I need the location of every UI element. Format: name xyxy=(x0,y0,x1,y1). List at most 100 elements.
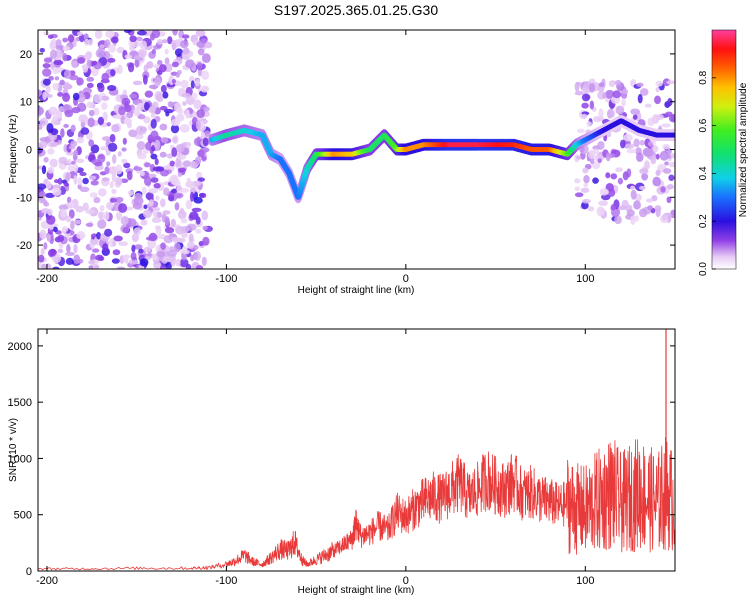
noise-blob xyxy=(659,150,669,161)
noise-blob xyxy=(95,48,105,58)
noise-blob xyxy=(42,91,47,100)
noise-blob xyxy=(97,153,106,164)
noise-blob xyxy=(130,251,137,261)
noise-blob xyxy=(65,257,74,265)
noise-blob xyxy=(51,187,62,196)
noise-blob xyxy=(68,209,75,219)
noise-blob xyxy=(152,216,161,223)
noise-blob xyxy=(65,172,71,182)
noise-blob xyxy=(38,260,42,269)
noise-blob xyxy=(195,78,201,87)
noise-blob xyxy=(574,186,581,192)
colorbar-gradient xyxy=(711,29,737,270)
noise-blob xyxy=(598,108,604,119)
noise-blob xyxy=(121,158,128,164)
noise-blob xyxy=(589,78,596,84)
noise-blob xyxy=(98,188,107,197)
noise-blob xyxy=(50,38,58,49)
noise-blob xyxy=(68,145,76,150)
noise-blob xyxy=(92,60,98,66)
colorbar: 0.0 0.2 0.4 0.6 0.8 Normalized spectral ampl… xyxy=(698,29,749,276)
noise-blob xyxy=(199,192,207,198)
noise-blob xyxy=(104,166,110,175)
noise-blob xyxy=(639,185,646,191)
noise-blob xyxy=(63,81,70,91)
noise-blob xyxy=(193,99,202,110)
noise-blob xyxy=(115,94,121,103)
noise-blob xyxy=(148,188,159,194)
noise-blob xyxy=(136,30,147,36)
noise-blob xyxy=(76,136,84,144)
noise-blob xyxy=(112,154,117,164)
noise-blob xyxy=(170,256,176,267)
noise-blob xyxy=(200,85,210,93)
noise-blob xyxy=(48,75,54,81)
noise-blob xyxy=(58,204,68,211)
noise-blob xyxy=(77,177,83,186)
noise-blob xyxy=(176,184,183,194)
noise-blob xyxy=(89,192,98,198)
noise-blob xyxy=(39,47,45,53)
noise-blob xyxy=(587,206,595,212)
noise-blob xyxy=(652,176,661,187)
ridge-point xyxy=(670,132,675,138)
colorbar-tick-label: 0.2 xyxy=(698,214,709,228)
noise-blob xyxy=(108,44,116,53)
noise-blob xyxy=(88,139,95,147)
noise-blob xyxy=(98,211,103,220)
noise-blob xyxy=(581,113,588,119)
noise-blob xyxy=(105,30,115,38)
noise-blob xyxy=(121,147,127,152)
colorbar-label: Normalized spectral amplitude xyxy=(738,82,749,217)
noise-blob xyxy=(150,118,157,129)
noise-blob xyxy=(643,148,654,157)
noise-blob xyxy=(67,34,75,43)
noise-blob xyxy=(78,114,88,123)
noise-blob xyxy=(93,196,101,204)
noise-blob xyxy=(175,258,181,267)
noise-blob xyxy=(655,169,661,176)
noise-blob xyxy=(174,48,184,57)
noise-blob xyxy=(159,151,167,158)
noise-blob xyxy=(55,45,63,51)
noise-blob xyxy=(64,109,74,118)
noise-blob xyxy=(137,152,147,160)
noise-blob xyxy=(101,177,110,182)
noise-blob xyxy=(197,177,206,182)
colorbar-tick-label: 0.4 xyxy=(698,166,709,180)
noise-blob xyxy=(173,192,184,199)
noise-blob xyxy=(165,261,172,269)
noise-blob xyxy=(201,70,210,81)
noise-blob xyxy=(63,104,70,111)
noise-blob xyxy=(660,214,669,224)
noise-blob xyxy=(86,82,94,89)
noise-blob xyxy=(654,205,662,212)
noise-blob xyxy=(154,76,161,87)
noise-blob xyxy=(655,153,660,160)
noise-blob xyxy=(40,208,51,214)
noise-blob xyxy=(127,218,137,227)
noise-blob xyxy=(602,92,607,99)
noise-blob xyxy=(52,266,60,269)
noise-blob xyxy=(103,210,110,221)
noise-blob xyxy=(40,196,46,203)
noise-blob xyxy=(166,153,174,159)
noise-blob xyxy=(65,251,75,256)
noise-blob xyxy=(106,122,111,127)
noise-blob xyxy=(123,30,132,34)
snr-line xyxy=(38,437,675,571)
noise-blob xyxy=(171,78,176,84)
noise-blob xyxy=(128,259,139,265)
noise-blob xyxy=(106,201,114,211)
noise-blob xyxy=(630,215,636,226)
noise-blob xyxy=(173,242,181,253)
noise-blob xyxy=(112,114,122,119)
noise-blob xyxy=(181,232,188,238)
noise-blob xyxy=(63,69,72,80)
noise-blob xyxy=(117,151,122,157)
noise-blob xyxy=(650,154,657,165)
noise-blob xyxy=(133,227,141,237)
